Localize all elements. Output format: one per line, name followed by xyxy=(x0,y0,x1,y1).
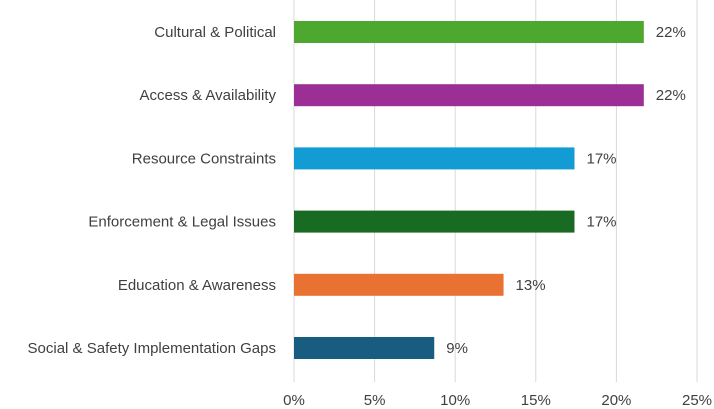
data-label: 13% xyxy=(516,277,546,294)
bar-0 xyxy=(294,21,644,43)
bar-3 xyxy=(294,210,575,233)
data-label: 9% xyxy=(446,340,468,357)
x-tick-label: 25% xyxy=(682,392,712,409)
data-label: 17% xyxy=(586,214,616,231)
category-label: Access & Availability xyxy=(140,87,277,104)
grid-lines xyxy=(293,0,698,382)
category-label: Resource Constraints xyxy=(132,150,276,167)
x-axis-ticks: 0% 5% 10% 15% 20% 25% xyxy=(283,392,712,409)
x-tick-label: 10% xyxy=(440,392,470,409)
x-tick-label: 5% xyxy=(364,392,386,409)
bar-1 xyxy=(294,84,644,107)
x-tick-label: 0% xyxy=(283,392,305,409)
data-label: 22% xyxy=(656,87,686,104)
bar-5 xyxy=(294,337,435,359)
category-label: Enforcement & Legal Issues xyxy=(88,214,276,231)
bars xyxy=(294,21,644,359)
data-label: 22% xyxy=(656,24,686,41)
category-label: Education & Awareness xyxy=(118,277,276,294)
x-tick-label: 20% xyxy=(601,392,631,409)
category-label: Cultural & Political xyxy=(154,24,276,41)
x-tick-label: 15% xyxy=(521,392,551,409)
bar-4 xyxy=(294,273,504,296)
data-label: 17% xyxy=(586,150,616,167)
data-labels: 22% 22% 17% 17% 13% 9% xyxy=(446,24,686,357)
bar-2 xyxy=(294,147,575,170)
category-label: Social & Safety Implementation Gaps xyxy=(28,340,276,357)
category-labels: Cultural & Political Access & Availabilit… xyxy=(28,24,277,357)
